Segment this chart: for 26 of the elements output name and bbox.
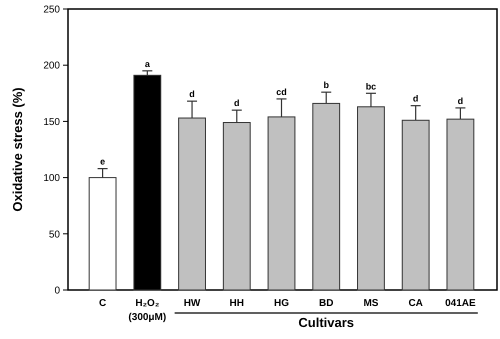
y-tick-label: 0 xyxy=(54,286,60,296)
x-tick-label: HG xyxy=(274,298,290,309)
y-tick-label: 200 xyxy=(43,60,60,72)
annotation: bc xyxy=(366,81,376,92)
annotation: d xyxy=(412,94,418,104)
text: Cultivars xyxy=(298,315,354,330)
annotation: d xyxy=(189,89,195,100)
x-tick-label: CA xyxy=(408,298,423,309)
y-tick-label: 50 xyxy=(48,229,60,240)
x-tick-label: H₂O₂ (300μM) xyxy=(128,298,166,323)
y-tick-label: 100 xyxy=(43,173,60,184)
x-tick-label: BD xyxy=(319,298,334,309)
annotation: e xyxy=(100,156,106,167)
x-tick-label: 041AE xyxy=(445,298,476,309)
y-tick-label: 150 xyxy=(43,116,60,128)
x-tick-label: C xyxy=(98,298,106,309)
annotation: d xyxy=(458,96,464,106)
x-tick-label: HH xyxy=(230,298,244,309)
annotation: a xyxy=(144,58,151,69)
y-axis-title: Oxidative stress (%) xyxy=(10,87,25,212)
y-tick-label: 250 xyxy=(43,4,60,16)
annotation: b xyxy=(323,80,330,90)
x-tick-label: HW xyxy=(184,298,201,309)
x-tick-label: MS xyxy=(363,298,379,309)
annotation: d xyxy=(234,98,240,108)
annotation: cd xyxy=(276,86,287,97)
